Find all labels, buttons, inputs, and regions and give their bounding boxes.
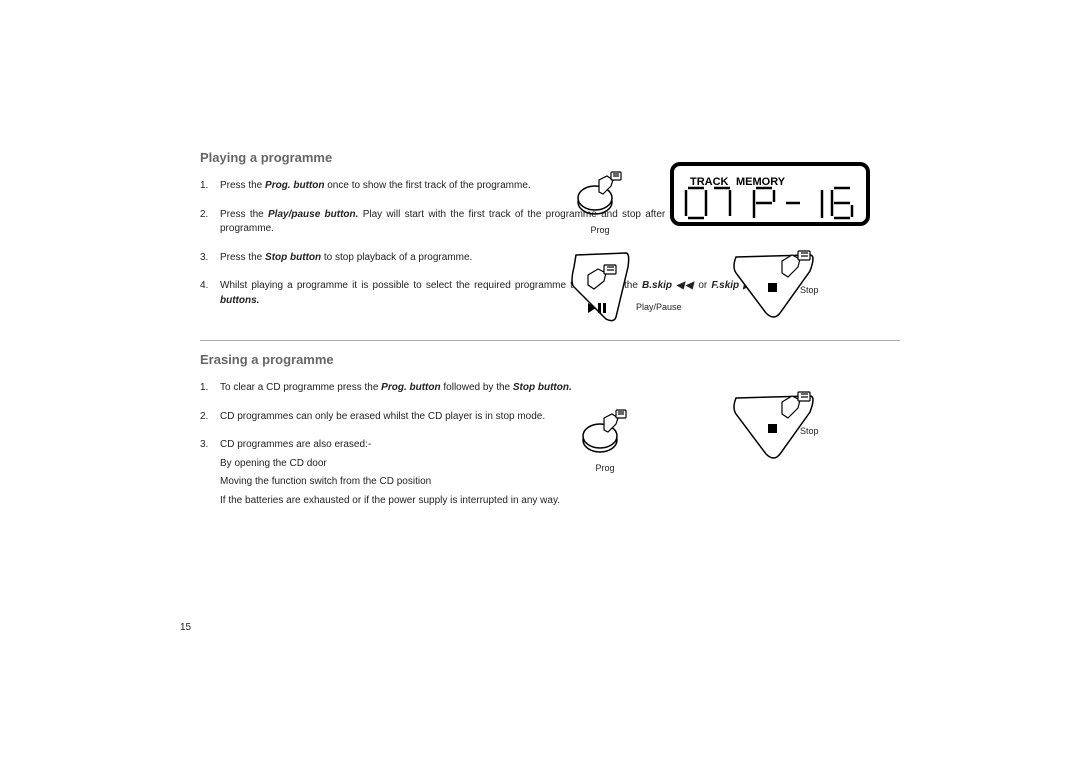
section-erasing: Erasing a programme 1. To clear a CD pro… [200,352,760,530]
text-fragment: once to show the first track of the prog… [324,180,530,191]
text-fragment: CD programmes are also erased:- [220,439,371,450]
stop-illustration-2: Stop [730,388,820,473]
manual-page: Playing a programme 1. Press the Prog. b… [0,0,1080,763]
text-bold: Stop button [265,252,321,263]
text-fragment: Press the [220,252,265,263]
section2-list: 1. To clear a CD programme press the Pro… [200,381,760,508]
text-bold: Prog. button [381,382,440,393]
item-number: 3. [200,438,220,453]
item-text: To clear a CD programme press the Prog. … [220,381,760,396]
lcd-digits-svg [674,166,866,222]
list-item: 2. CD programmes can only be erased whil… [200,410,760,425]
item-number: 4. [200,279,220,308]
section-divider [200,340,900,341]
stop-label-1: Stop [800,285,819,295]
item-number: 2. [200,208,220,237]
item-number: 1. [200,381,220,396]
stop-label-2: Stop [800,426,819,436]
text-fragment: Press the [220,209,268,220]
playpause-illustration: Play/Pause [568,247,638,332]
text-bold: Stop button. [513,382,572,393]
section2-title: Erasing a programme [200,352,760,367]
page-number: 15 [180,622,191,633]
prog-button-illustration-2: Prog [580,408,630,473]
text-bold: B.skip ◀◀ [642,280,694,291]
sub-line: By opening the CD door [220,457,760,472]
text-fragment: or [694,280,711,291]
item-number: 3. [200,251,220,266]
text-bold: Play/pause button. [268,209,358,220]
list-item: 1. To clear a CD programme press the Pro… [200,381,760,396]
text-fragment: followed by the [441,382,513,393]
playpause-label: Play/Pause [636,302,682,312]
list-item: 3. Press the Stop button to stop playbac… [200,251,760,266]
item-text: Press the Stop button to stop playback o… [220,251,760,266]
sub-line: If the batteries are exhausted or if the… [220,494,560,509]
item-number: 2. [200,410,220,425]
playpause-icon [568,247,638,327]
item-text: CD programmes can only be erased whilst … [220,410,760,425]
list-item: 3. CD programmes are also erased:- By op… [200,438,760,508]
text-bold: Prog. button [265,180,324,191]
item-text: CD programmes are also erased:- [220,438,760,453]
prog-button-icon [575,170,625,220]
lcd-display: TRACK MEMORY [670,162,870,226]
text-fragment: Press the [220,180,265,191]
stop-illustration-1: Stop [730,247,820,332]
text-fragment: To clear a CD programme press the [220,382,381,393]
item-number: 1. [200,179,220,194]
text-fragment: to stop playback of a programme. [321,252,472,263]
prog-button-icon [580,408,630,458]
text-fragment: CD programmes can only be erased whilst … [220,411,545,422]
prog-button-illustration: Prog [575,170,625,235]
prog-label: Prog [575,225,625,235]
prog-label-2: Prog [580,463,630,473]
sub-line: Moving the function switch from the CD p… [220,475,760,490]
